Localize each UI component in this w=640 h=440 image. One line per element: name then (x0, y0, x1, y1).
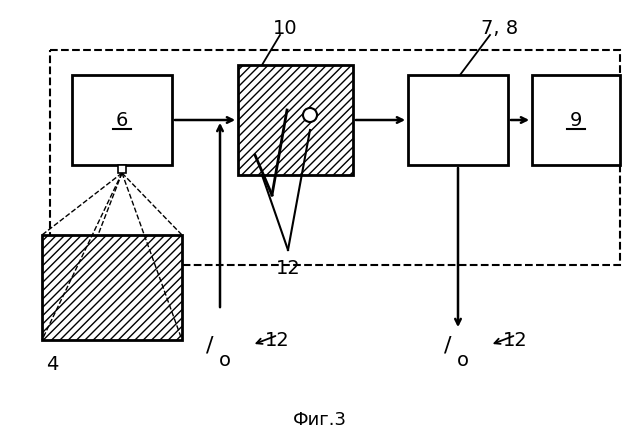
Text: Фиг.3: Фиг.3 (293, 411, 347, 429)
Bar (118, 165, 126, 173)
Text: 6: 6 (116, 110, 128, 129)
Bar (532, 75, 620, 165)
Text: /: / (206, 335, 214, 355)
Bar (50, 50, 620, 265)
Bar (408, 75, 508, 165)
Text: /: / (444, 335, 452, 355)
Text: 7, 8: 7, 8 (481, 18, 518, 37)
Text: o: o (457, 351, 469, 370)
Text: 4: 4 (46, 355, 58, 374)
Text: o: o (219, 351, 231, 370)
Text: 10: 10 (273, 18, 298, 37)
Bar (238, 65, 353, 175)
Text: 12: 12 (503, 330, 528, 349)
Text: 12: 12 (265, 330, 290, 349)
Bar (72, 75, 172, 165)
Circle shape (303, 108, 317, 122)
Text: 12: 12 (276, 259, 300, 278)
Text: 9: 9 (570, 110, 582, 129)
Bar (42, 235, 182, 340)
